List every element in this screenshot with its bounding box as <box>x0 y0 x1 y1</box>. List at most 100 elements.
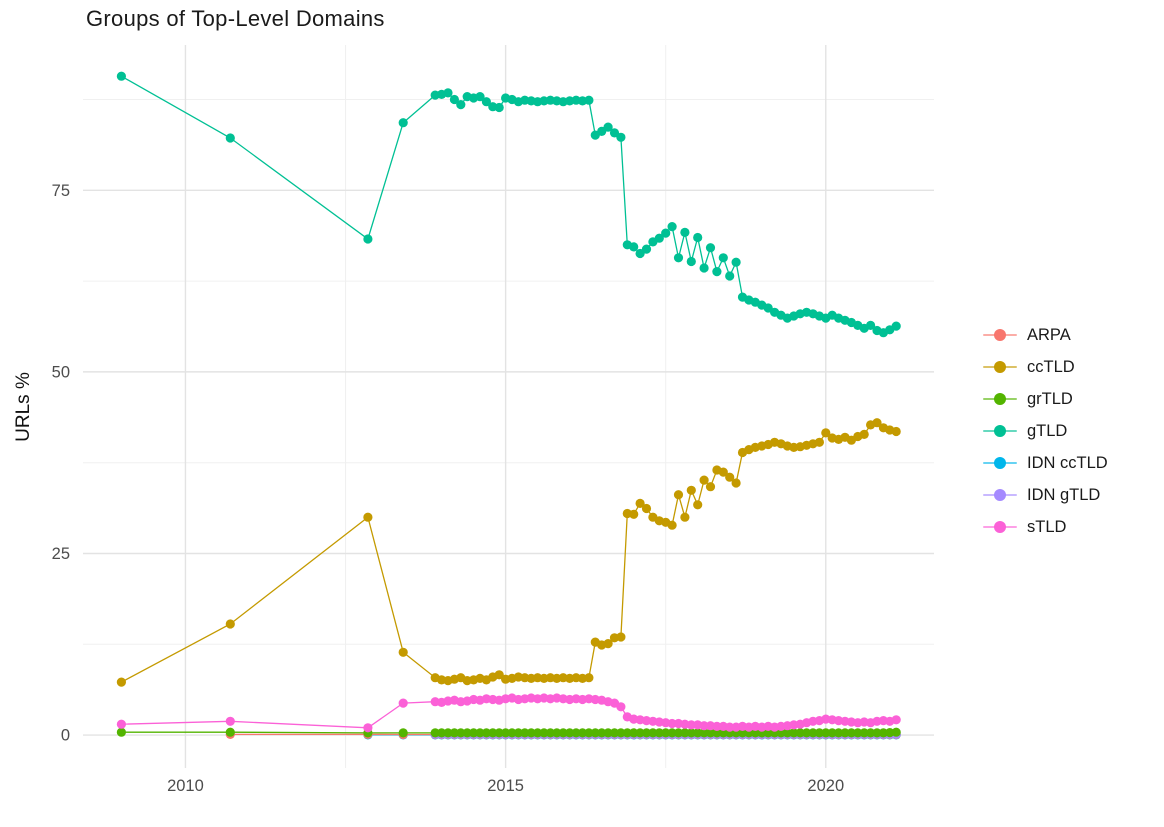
data-point-grtld <box>872 728 882 738</box>
data-point-grtld <box>571 728 581 738</box>
data-point-gtld <box>494 102 504 113</box>
data-point-gtld <box>449 94 459 105</box>
data-point-gtld <box>584 95 594 105</box>
data-point-grtld <box>501 728 511 738</box>
legend-key-icon <box>983 456 1017 470</box>
data-point-grtld <box>558 728 568 738</box>
data-point-gtld <box>866 320 876 330</box>
legend-item-idn-cctld: IDN ccTLD <box>983 447 1108 479</box>
data-point-grtld <box>590 728 600 738</box>
data-point-gtld <box>635 248 645 259</box>
data-point-grtld <box>808 728 818 738</box>
legend-label: sTLD <box>1027 517 1067 536</box>
data-point-cctld <box>225 619 235 629</box>
data-point-stld <box>398 698 408 708</box>
legend-key-icon <box>983 360 1017 374</box>
data-point-gtld <box>680 227 690 237</box>
data-point-cctld <box>891 426 901 437</box>
data-point-gtld <box>693 232 703 243</box>
legend-item-cctld: ccTLD <box>983 351 1108 383</box>
data-point-grtld <box>584 728 594 738</box>
data-point-grtld <box>866 728 876 738</box>
data-point-grtld <box>673 728 684 738</box>
x-tick-label: 2010 <box>167 777 204 795</box>
data-point-cctld <box>363 512 373 522</box>
legend-key-icon <box>983 328 1017 342</box>
data-point-grtld <box>552 728 562 738</box>
data-point-cctld <box>116 677 126 687</box>
data-point-stld <box>712 721 722 732</box>
legend-label: IDN gTLD <box>1027 485 1101 504</box>
legend-key-icon <box>983 488 1017 502</box>
data-point-grtld <box>430 728 440 738</box>
data-point-cctld <box>705 482 716 492</box>
data-point-grtld <box>648 728 658 738</box>
y-tick-label: 75 <box>52 182 70 200</box>
legend-label: ccTLD <box>1027 357 1075 376</box>
y-tick-label: 50 <box>52 363 70 381</box>
data-point-gtld <box>699 263 709 273</box>
data-point-cctld <box>494 670 504 680</box>
y-tick-label: 0 <box>61 727 70 745</box>
data-point-grtld <box>507 728 517 738</box>
data-point-cctld <box>859 429 869 439</box>
data-point-grtld <box>449 728 459 738</box>
data-point-grtld <box>667 728 677 738</box>
data-point-grtld <box>469 728 479 738</box>
data-point-grtld <box>488 728 498 738</box>
data-point-grtld <box>661 728 671 738</box>
data-point-gtld <box>475 92 485 102</box>
data-point-stld <box>225 716 235 726</box>
data-point-gtld <box>641 244 652 254</box>
data-point-gtld <box>712 267 722 277</box>
data-point-grtld <box>116 727 126 737</box>
data-point-grtld <box>654 728 664 738</box>
data-point-cctld <box>718 467 728 477</box>
legend-item-gtld: gTLD <box>983 415 1108 447</box>
data-point-grtld <box>462 728 472 738</box>
data-point-grtld <box>629 728 639 738</box>
data-point-grtld <box>846 728 857 738</box>
data-point-cctld <box>872 418 882 428</box>
data-point-grtld <box>603 728 613 738</box>
data-point-grtld <box>481 728 491 738</box>
data-point-grtld <box>526 728 536 738</box>
data-point-grtld <box>821 728 831 738</box>
data-point-grtld <box>859 728 869 738</box>
data-point-gtld <box>661 228 671 238</box>
data-point-gtld <box>363 234 373 244</box>
data-point-stld <box>116 719 126 729</box>
data-point-gtld <box>667 222 677 232</box>
series-line-gtld <box>121 75 897 334</box>
data-point-stld <box>363 723 373 733</box>
legend-label: gTLD <box>1027 421 1068 440</box>
data-point-grtld <box>622 728 632 738</box>
data-point-stld <box>891 715 901 725</box>
data-point-grtld <box>712 728 722 738</box>
data-point-gtld <box>225 133 235 143</box>
data-point-grtld <box>705 728 716 738</box>
data-point-cctld <box>641 503 652 514</box>
data-point-cctld <box>603 639 613 649</box>
data-point-grtld <box>456 728 466 738</box>
data-point-stld <box>686 720 696 730</box>
data-point-gtld <box>686 256 696 267</box>
data-point-gtld <box>609 128 620 138</box>
data-point-cctld <box>629 509 639 519</box>
data-point-cctld <box>667 520 677 530</box>
chart-title: Groups of Top-Level Domains <box>86 6 385 31</box>
data-point-stld <box>667 718 677 729</box>
data-point-gtld <box>116 71 126 81</box>
data-point-grtld <box>834 728 844 738</box>
data-point-grtld <box>533 728 543 738</box>
data-point-cctld <box>814 437 825 447</box>
data-point-grtld <box>597 728 607 738</box>
data-point-cctld <box>584 673 594 683</box>
data-point-cctld <box>699 475 709 485</box>
data-point-gtld <box>731 257 741 267</box>
legend-item-idn-gtld: IDN gTLD <box>983 479 1108 511</box>
data-point-gtld <box>481 97 491 107</box>
legend-key-icon <box>983 520 1017 534</box>
data-point-grtld <box>398 728 408 738</box>
